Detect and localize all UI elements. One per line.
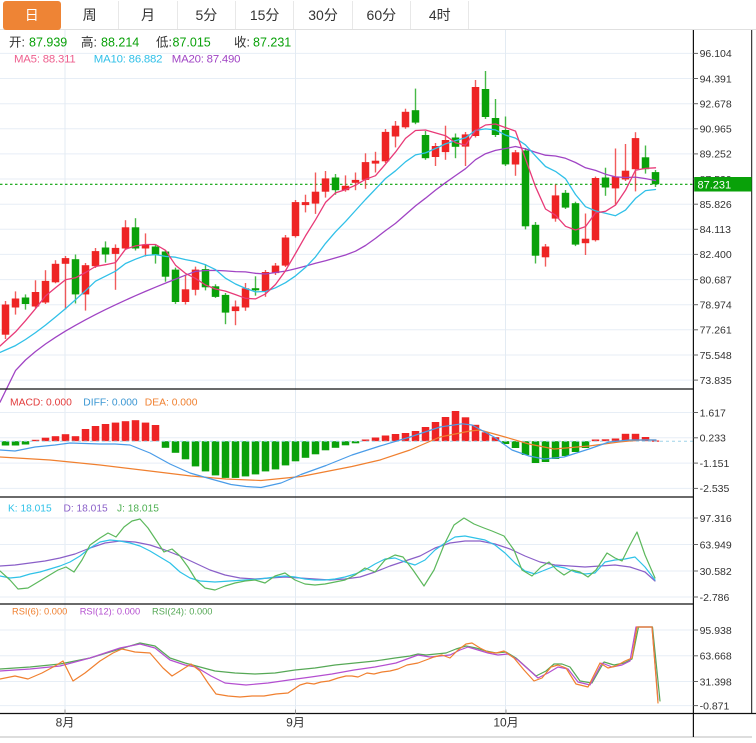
svg-text:30.582: 30.582 — [700, 566, 732, 578]
svg-text:87.231: 87.231 — [698, 180, 732, 192]
svg-text:96.104: 96.104 — [700, 48, 732, 60]
svg-text:-0.871: -0.871 — [700, 700, 730, 712]
svg-text:MA10: 86.882: MA10: 86.882 — [94, 53, 163, 65]
svg-text:87.939: 87.939 — [29, 36, 67, 50]
svg-text:87.231: 87.231 — [253, 36, 291, 50]
svg-text:63.949: 63.949 — [700, 539, 732, 551]
svg-text:95.938: 95.938 — [700, 625, 732, 637]
svg-text:89.252: 89.252 — [700, 149, 732, 161]
svg-text:DEA: 0.000: DEA: 0.000 — [145, 397, 198, 408]
svg-text:-2.535: -2.535 — [700, 483, 730, 495]
svg-text:82.400: 82.400 — [700, 249, 732, 261]
svg-text:90.965: 90.965 — [700, 124, 732, 136]
svg-text:高:: 高: — [81, 35, 97, 50]
svg-text:D: 18.015: D: 18.015 — [64, 504, 109, 515]
svg-text:87.015: 87.015 — [173, 36, 211, 50]
svg-text:DIFF: 0.000: DIFF: 0.000 — [83, 397, 138, 408]
svg-text:80.687: 80.687 — [700, 274, 732, 286]
svg-text:73.835: 73.835 — [700, 375, 732, 387]
svg-text:9月: 9月 — [286, 716, 305, 730]
svg-text:收:: 收: — [234, 36, 250, 50]
svg-text:-1.151: -1.151 — [700, 458, 730, 470]
svg-text:8月: 8月 — [56, 716, 75, 730]
svg-text:84.113: 84.113 — [700, 224, 731, 236]
svg-text:MA20: 87.490: MA20: 87.490 — [172, 53, 241, 65]
svg-text:-2.786: -2.786 — [700, 592, 730, 604]
svg-text:77.261: 77.261 — [700, 325, 732, 337]
svg-text:75.548: 75.548 — [700, 350, 732, 362]
svg-text:0.233: 0.233 — [700, 433, 726, 445]
svg-text:88.214: 88.214 — [101, 36, 139, 50]
svg-text:94.391: 94.391 — [700, 73, 732, 85]
svg-text:97.316: 97.316 — [700, 513, 732, 525]
svg-text:92.678: 92.678 — [700, 99, 732, 111]
svg-text:31.398: 31.398 — [700, 676, 732, 688]
svg-text:78.974: 78.974 — [700, 300, 732, 312]
svg-text:MA5: 88.311: MA5: 88.311 — [14, 53, 76, 65]
svg-text:63.668: 63.668 — [700, 651, 732, 663]
svg-text:85.826: 85.826 — [700, 199, 732, 211]
svg-text:10月: 10月 — [493, 716, 518, 730]
svg-text:RSI(12): 0.000: RSI(12): 0.000 — [80, 606, 140, 616]
svg-text:K: 18.015: K: 18.015 — [8, 504, 52, 515]
svg-text:J: 18.015: J: 18.015 — [117, 504, 159, 515]
svg-text:开:: 开: — [9, 36, 25, 50]
svg-text:低:: 低: — [156, 36, 172, 50]
svg-text:MACD: 0.000: MACD: 0.000 — [10, 397, 72, 408]
svg-text:1.617: 1.617 — [700, 407, 726, 419]
svg-text:RSI(6): 0.000: RSI(6): 0.000 — [12, 606, 67, 616]
svg-text:RSI(24): 0.000: RSI(24): 0.000 — [152, 606, 212, 616]
